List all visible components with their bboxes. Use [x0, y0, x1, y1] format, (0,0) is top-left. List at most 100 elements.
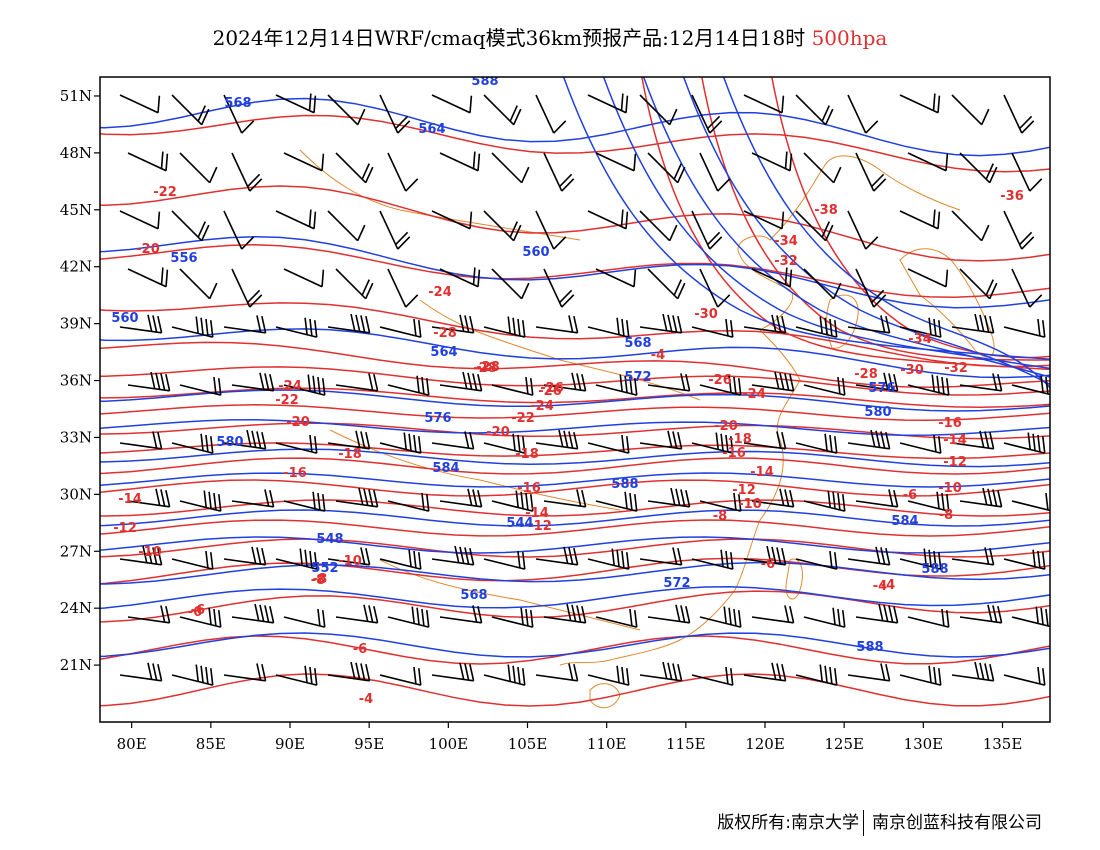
height-isoline	[100, 419, 1050, 436]
wind-barb	[743, 431, 787, 450]
wind-barb	[431, 545, 475, 566]
temperature-contour-label: -28	[433, 326, 457, 341]
wind-barb	[855, 372, 899, 392]
wind-barb	[699, 606, 742, 628]
wind-barb	[803, 268, 842, 300]
wind-barb	[379, 432, 422, 454]
temperature-contour-label: -6	[903, 488, 917, 503]
wind-barb	[691, 432, 734, 454]
wind-barb	[855, 268, 887, 308]
map-title: 2024年12月14日WRF/cmaq模式36km预报产品:12月14日18时 …	[0, 22, 1100, 51]
wind-barb	[907, 608, 950, 628]
wind-barb	[751, 488, 795, 508]
temperature-isotherm	[100, 635, 1050, 665]
temperature-contour-label: -20	[136, 242, 160, 257]
wind-barb	[639, 547, 683, 566]
wind-barb	[231, 268, 263, 308]
wind-barb	[595, 608, 638, 628]
wind-barb	[335, 604, 379, 624]
temperature-contour-label: -10	[738, 497, 762, 512]
temperature-isotherm	[100, 479, 1050, 497]
temperature-contour-label: -20	[286, 415, 310, 430]
temperature-contour-label: -12	[113, 521, 137, 536]
wind-barb	[223, 94, 255, 134]
height-contour-label: 588	[921, 562, 948, 577]
wind-barb	[119, 94, 161, 114]
lat-label: 30N	[60, 485, 92, 503]
wind-barb	[491, 607, 534, 628]
height-isoline	[100, 97, 1050, 157]
temperature-contour-label: -24	[278, 379, 302, 394]
temperature-contour-label: -20	[714, 419, 738, 434]
wind-barbs	[119, 93, 1050, 686]
temperature-contour-label: -14	[943, 433, 967, 448]
height-labels: 588 568 564 560 556 560 564 568 572 576 580 584 588 5…	[111, 74, 948, 655]
wind-barb	[743, 210, 785, 230]
wind-barb	[171, 210, 210, 242]
temperature-isotherm	[100, 590, 1050, 623]
height-isoline	[100, 509, 1050, 527]
height-isoline	[100, 235, 1050, 309]
wind-barb	[223, 663, 267, 682]
wind-barb	[483, 433, 526, 454]
temperature-contour-label: -18	[515, 447, 539, 462]
wind-barb	[951, 210, 990, 242]
wind-barb	[855, 152, 887, 192]
temperature-contour-label: -18	[728, 432, 752, 447]
height-isoline	[100, 536, 1050, 554]
wind-barb	[751, 267, 793, 288]
wind-barb	[431, 431, 475, 450]
wind-barb	[543, 372, 587, 392]
temperature-contour-label: -34	[774, 234, 798, 249]
temperature-contour-label: -16	[517, 481, 541, 496]
wind-barb	[951, 547, 995, 566]
wind-barb	[387, 152, 419, 192]
wind-barb	[231, 489, 275, 508]
wind-barb	[171, 94, 210, 126]
wind-barb	[179, 376, 222, 396]
wind-barb	[587, 93, 629, 114]
height-contour-label: 588	[471, 74, 498, 89]
temperature-isotherm	[100, 366, 1050, 396]
wind-barb	[327, 661, 371, 682]
wind-barb	[283, 268, 325, 288]
wind-barb	[379, 549, 422, 570]
wind-barb	[431, 314, 475, 334]
wind-barb	[847, 210, 879, 250]
wind-barb	[587, 548, 630, 570]
height-contour-label: 568	[460, 588, 487, 603]
wind-barb	[179, 152, 218, 184]
wind-barb	[639, 210, 678, 242]
temperature-contour-label: -8	[939, 508, 953, 523]
temperature-contour-label: -4	[881, 578, 895, 593]
title-main: 2024年12月14日WRF/cmaq模式36km预报产品:12月14日18时	[212, 26, 806, 50]
plot-frame	[99, 76, 1051, 723]
temperature-contour-label: -12	[732, 483, 756, 498]
wind-barb	[223, 210, 255, 250]
wind-barb	[691, 94, 723, 134]
height-isoline	[100, 389, 1050, 412]
temperature-contour-label: -28	[854, 367, 878, 382]
wind-barb	[1003, 210, 1035, 250]
lat-label: 42N	[60, 258, 92, 276]
wind-barb	[431, 210, 473, 230]
height-contour-label: 556	[170, 251, 197, 266]
wind-barb	[283, 608, 326, 628]
temperature-contour-label: -30	[694, 307, 718, 322]
height-isoline	[100, 561, 1050, 585]
lon-label: 125E	[824, 735, 864, 753]
coastline-layer	[299, 149, 995, 709]
lon-label: 115E	[666, 735, 706, 753]
wind-barb	[699, 492, 742, 512]
wind-barb	[639, 94, 678, 126]
footer-left: 版权所有:南京大学	[717, 813, 859, 833]
wind-barb	[387, 375, 430, 396]
copyright-footer: 版权所有:南京大学 南京创蓝科技有限公司	[717, 808, 1042, 836]
wind-barb	[691, 666, 734, 686]
wind-barb	[743, 662, 787, 682]
height-isoline	[642, 77, 1050, 378]
wind-barb	[179, 607, 222, 628]
wind-barb	[803, 376, 846, 396]
wind-barb	[803, 152, 842, 184]
axes: 80E 85E 90E 95E 100E 105E 110E 115E 120E 125E 130E…	[60, 87, 1023, 753]
